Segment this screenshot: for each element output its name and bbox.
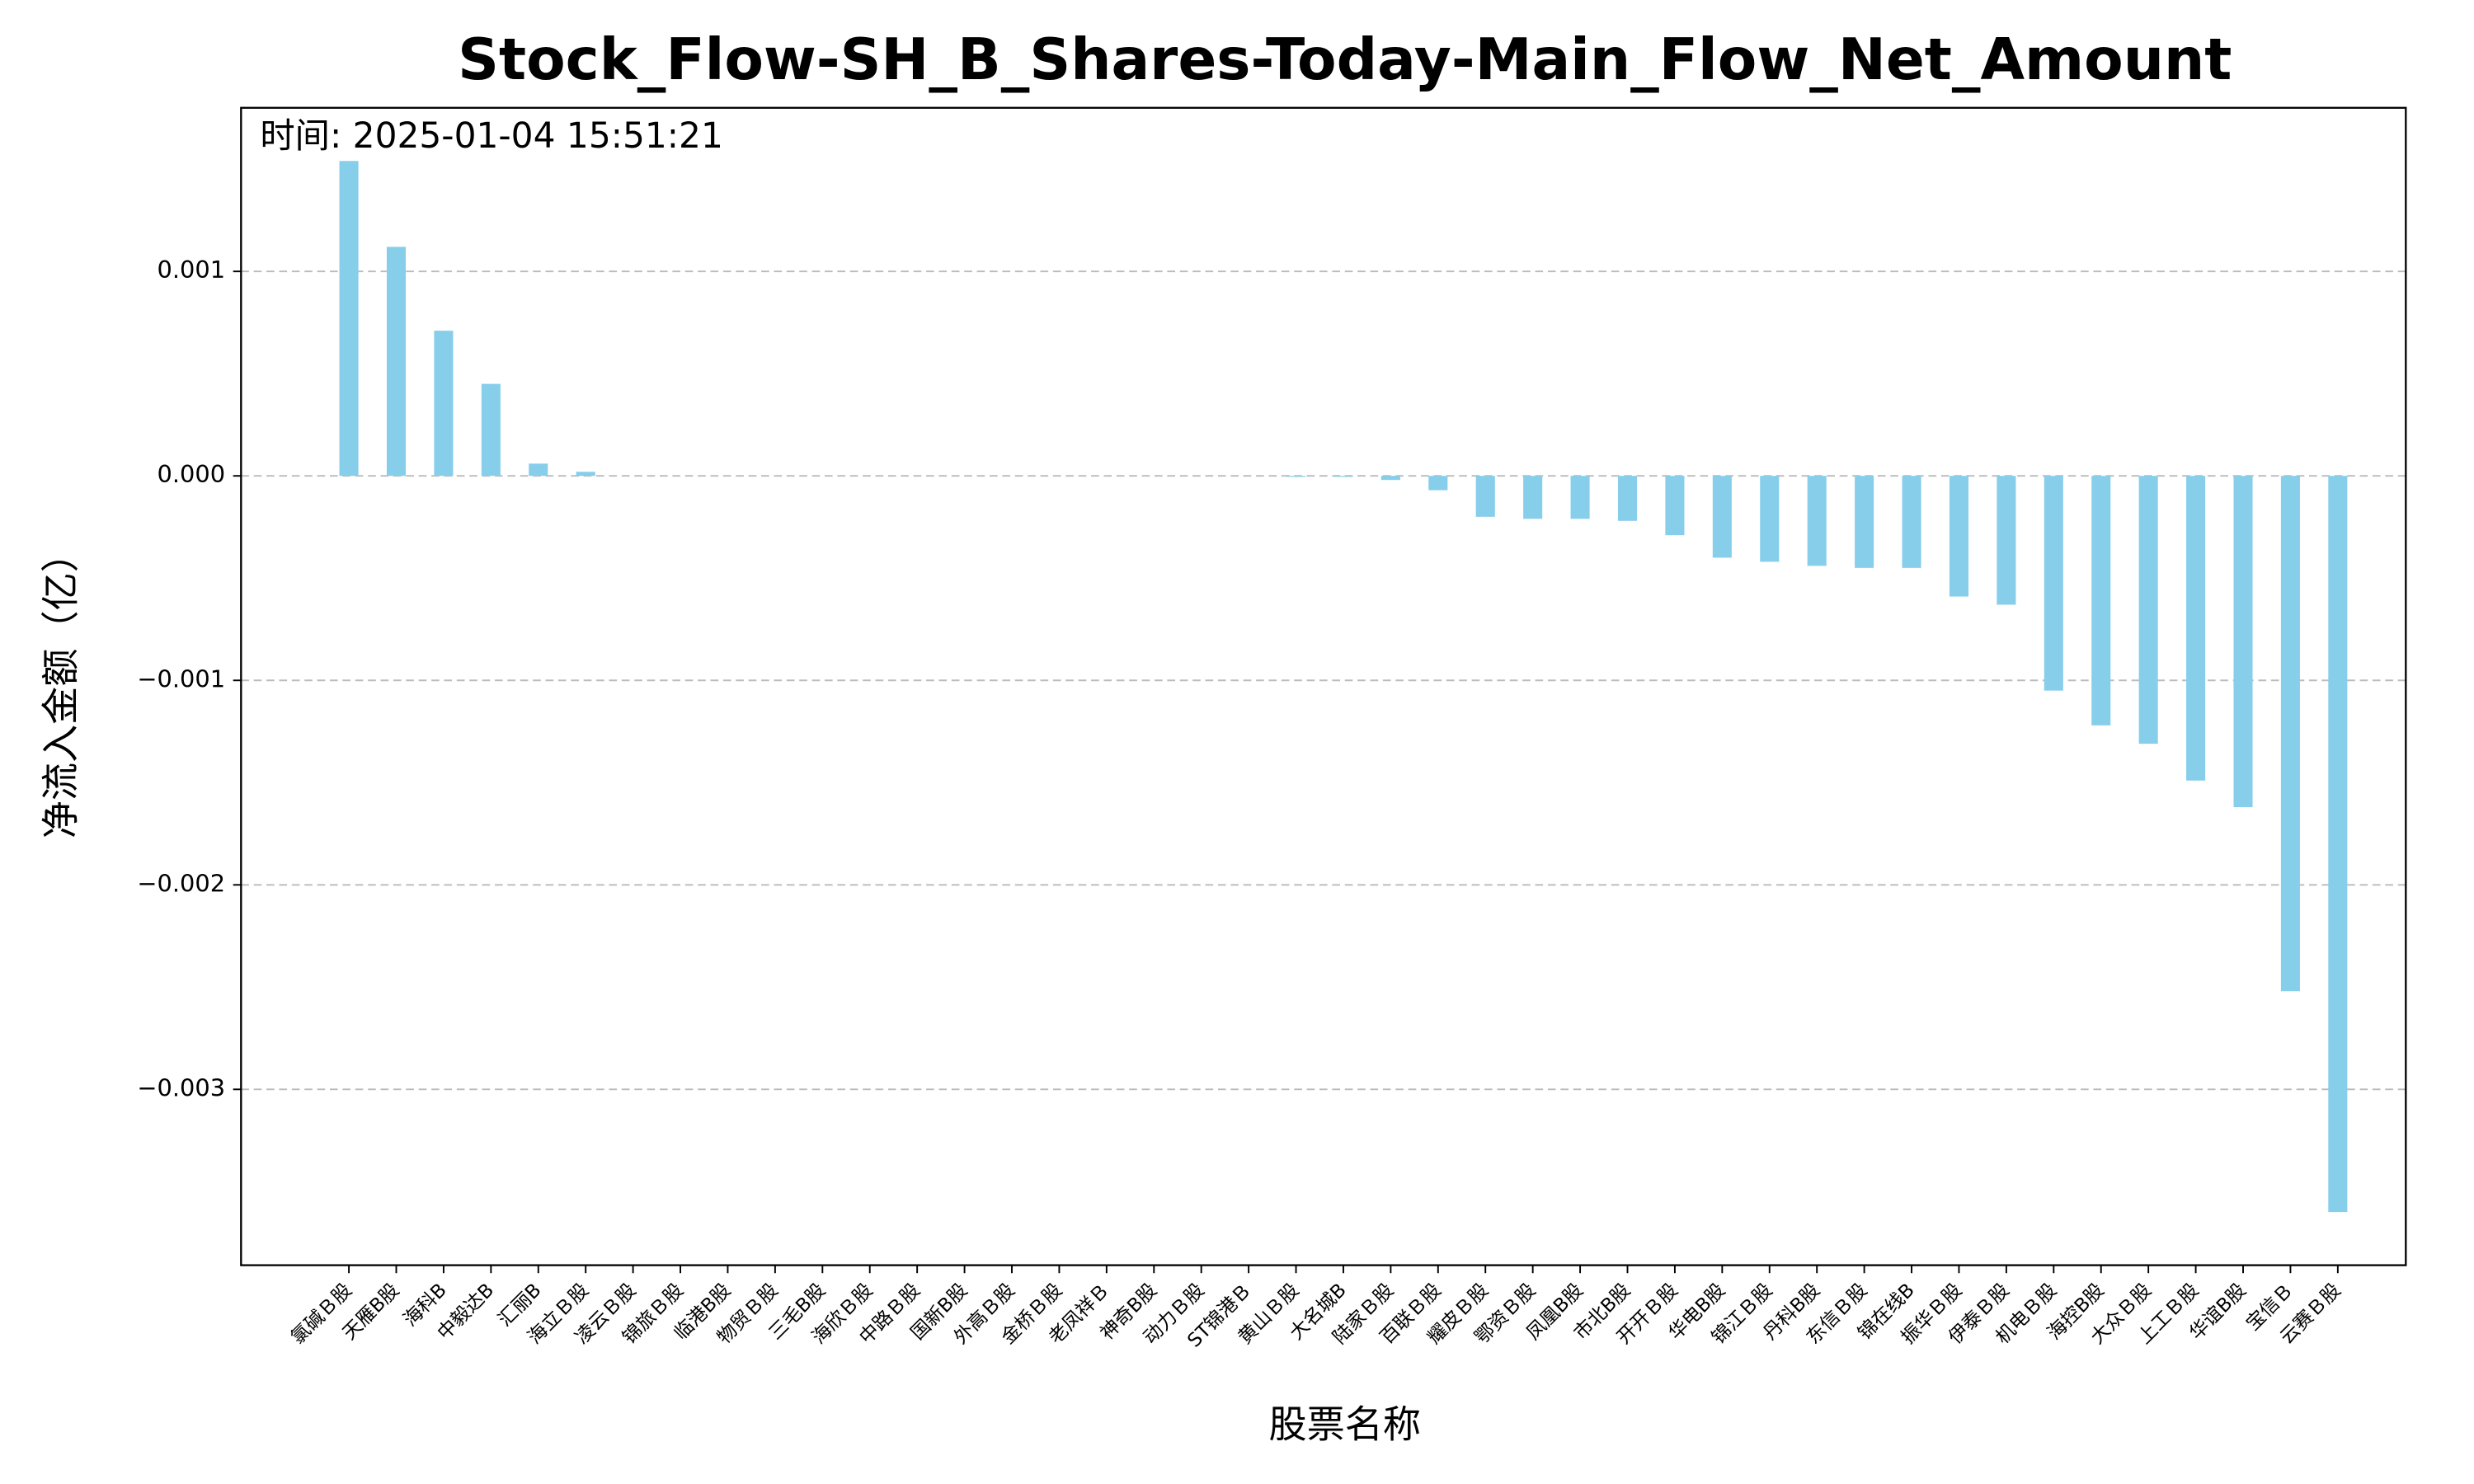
bar (434, 331, 454, 477)
chart-title: Stock_Flow-SH_B_Shares-Today-Main_Flow_N… (458, 27, 2232, 93)
bar (386, 247, 407, 477)
annotation: 时间: 2025-01-04 15:51:21 (260, 115, 723, 156)
bar (1902, 476, 1921, 568)
bar (481, 383, 501, 477)
bar (1712, 476, 1732, 558)
bar (1523, 476, 1543, 519)
bar (576, 472, 595, 477)
bar (529, 463, 548, 477)
bar (1949, 476, 1968, 597)
bar (1333, 476, 1353, 477)
bar (1617, 476, 1638, 521)
bar (1760, 476, 1780, 562)
y-tick-label: 0.000 (158, 460, 226, 488)
y-tick-label: −0.003 (137, 1073, 225, 1101)
y-tick-label: −0.002 (137, 869, 225, 897)
bar (1997, 476, 2016, 605)
y-axis-label: 净流入金额（亿） (38, 534, 82, 838)
bar (1428, 476, 1448, 491)
bar (1286, 476, 1306, 477)
bar (2138, 476, 2158, 744)
bar (2280, 476, 2300, 992)
bar (1807, 476, 1827, 566)
bar (2328, 476, 2348, 1213)
bar (2233, 476, 2253, 808)
bar (2091, 476, 2111, 726)
bar (1380, 476, 1400, 481)
plot-frame (240, 106, 2407, 1266)
bar (1570, 476, 1590, 519)
bar (2186, 476, 2206, 781)
bar (339, 161, 359, 477)
x-axis-label: 股票名称 (1268, 1402, 1421, 1446)
bar (1475, 476, 1495, 517)
y-tick-label: 0.001 (158, 256, 226, 284)
x-tick-label: 氯碱Ｂ股 (287, 1280, 356, 1349)
bar (1665, 476, 1685, 536)
bar (2044, 476, 2063, 691)
bar (1855, 476, 1874, 568)
y-tick-label: −0.001 (137, 665, 225, 693)
